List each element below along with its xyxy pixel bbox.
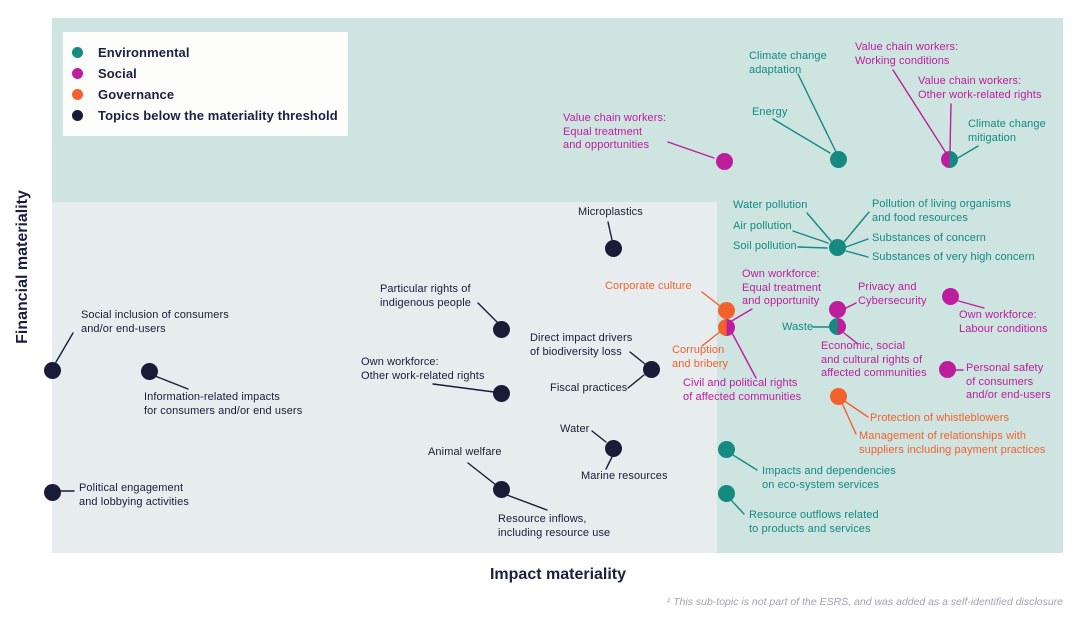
legend-item-governance: Governance bbox=[72, 84, 348, 105]
topic-label-climate-change-adaptation: Climate change adaptation bbox=[749, 50, 827, 76]
data-point-p12 bbox=[829, 387, 847, 405]
data-point-p14 bbox=[140, 362, 158, 380]
topic-label-value-chain-workers-equal-treatment: Value chain workers: Equal treatment and… bbox=[563, 112, 667, 151]
topic-label-climate-change-mitigation: Climate change mitigation bbox=[968, 118, 1046, 144]
topic-label-water-pollution: Water pollution bbox=[733, 199, 808, 211]
governance-dot-icon bbox=[72, 89, 83, 100]
topic-label-soil-pollution: Soil pollution bbox=[733, 240, 797, 252]
topic-label-protection-of-whistleblowers: Protection of whistleblowers bbox=[870, 412, 1010, 424]
legend-label-environmental: Environmental bbox=[98, 45, 190, 60]
data-point-p18 bbox=[642, 360, 660, 378]
topic-label-water: Water bbox=[560, 423, 590, 435]
topic-label-particular-rights-of-indigenous-people: Particular rights of indigenous people bbox=[380, 283, 471, 309]
topic-label-own-workforce-labour-conditions: Own workforce: Labour conditions bbox=[959, 309, 1048, 335]
topic-label-energy: Energy bbox=[752, 106, 788, 118]
legend-label-below-threshold: Topics below the materiality threshold bbox=[98, 108, 338, 123]
y-axis-title: Financial materiality bbox=[14, 190, 31, 344]
data-point-p4 bbox=[604, 239, 622, 257]
topic-label-microplastics: Microplastics bbox=[578, 206, 643, 218]
data-point-p11 bbox=[938, 360, 956, 378]
data-point-p13 bbox=[43, 361, 61, 379]
topic-label-economic-social-cultural-rights: Economic, social and cultural rights of … bbox=[821, 340, 927, 379]
topic-label-information-related-impacts: Information-related impacts for consumer… bbox=[144, 391, 303, 417]
environmental-dot-icon bbox=[72, 47, 83, 58]
topic-label-value-chain-workers-working-conditions: Value chain workers: Working conditions bbox=[855, 41, 959, 67]
legend-item-environmental: Environmental bbox=[72, 42, 348, 63]
data-point-p2 bbox=[829, 150, 847, 168]
topic-label-management-of-relationships: Management of relationships with supplie… bbox=[859, 430, 1046, 456]
legend-item-social: Social bbox=[72, 63, 348, 84]
topic-label-corruption-and-bribery: Corruption and bribery bbox=[672, 344, 729, 370]
topic-label-substances-of-concern: Substances of concern bbox=[872, 232, 987, 244]
legend: Environmental Social Governance Topics b… bbox=[63, 32, 348, 136]
topic-label-direct-impact-drivers-of-biodiversity-loss: Direct impact drivers of biodiversity lo… bbox=[530, 332, 633, 358]
data-point-p19 bbox=[604, 439, 622, 457]
data-point-p15 bbox=[43, 483, 61, 501]
x-axis-title: Impact materiality bbox=[489, 566, 627, 583]
topic-label-political-engagement: Political engagement and lobbying activi… bbox=[79, 482, 189, 508]
data-point-p8 bbox=[941, 287, 959, 305]
topic-label-air-pollution: Air pollution bbox=[733, 220, 792, 232]
topic-label-substances-of-very-high-concern: Substances of very high concern bbox=[872, 251, 1035, 263]
data-point-p16 bbox=[492, 320, 510, 338]
topic-label-fiscal-practices: Fiscal practices bbox=[550, 382, 628, 394]
topic-label-corporate-culture: Corporate culture bbox=[605, 280, 692, 292]
topic-label-value-chain-workers-other-work-related-rights: Value chain workers: Other work-related … bbox=[918, 75, 1042, 101]
topic-label-waste: Waste bbox=[782, 321, 814, 333]
topic-label-pollution-of-living-organisms: Pollution of living organisms and food r… bbox=[872, 198, 1012, 224]
data-point-p20 bbox=[492, 480, 510, 498]
topic-label-marine-resources: Marine resources bbox=[581, 470, 668, 482]
data-point-p22 bbox=[717, 484, 735, 502]
data-point-p21 bbox=[717, 440, 735, 458]
data-point-p6 bbox=[717, 301, 735, 319]
topic-label-resource-inflows: Resource inflows, including resource use bbox=[498, 513, 611, 539]
topic-label-resource-outflows: Resource outflows related to products an… bbox=[749, 509, 879, 535]
data-point-p9 bbox=[717, 318, 735, 336]
data-point-p1 bbox=[715, 152, 733, 170]
topic-label-personal-safety: Personal safety of consumers and/or end-… bbox=[966, 362, 1051, 401]
legend-label-governance: Governance bbox=[98, 87, 175, 102]
material-region-right-column bbox=[717, 202, 1063, 553]
data-point-p7 bbox=[828, 300, 846, 318]
topic-label-impacts-and-dependencies-ecosystem: Impacts and dependencies on eco-system s… bbox=[762, 465, 896, 491]
data-point-p10 bbox=[828, 317, 846, 335]
topic-label-own-workforce-other-work-related-rights: Own workforce: Other work-related rights bbox=[361, 356, 485, 382]
data-point-p3 bbox=[940, 150, 958, 168]
data-point-p17 bbox=[492, 384, 510, 402]
topic-label-social-inclusion: Social inclusion of consumers and/or end… bbox=[81, 309, 229, 335]
social-dot-icon bbox=[72, 68, 83, 79]
footnote: ¹ This sub-topic is not part of the ESRS… bbox=[666, 596, 1063, 608]
below-threshold-dot-icon bbox=[72, 110, 83, 121]
data-point-p5 bbox=[828, 238, 846, 256]
topic-label-own-workforce-equal-treatment: Own workforce: Equal treatment and oppor… bbox=[742, 268, 822, 307]
legend-item-below-threshold: Topics below the materiality threshold bbox=[72, 105, 348, 126]
legend-label-social: Social bbox=[98, 66, 137, 81]
topic-label-animal-welfare: Animal welfare bbox=[428, 446, 502, 458]
topic-label-civil-and-political-rights: Civil and political rights of affected c… bbox=[683, 377, 802, 403]
topic-label-privacy-and-cybersecurity: Privacy and Cybersecurity bbox=[858, 281, 927, 307]
